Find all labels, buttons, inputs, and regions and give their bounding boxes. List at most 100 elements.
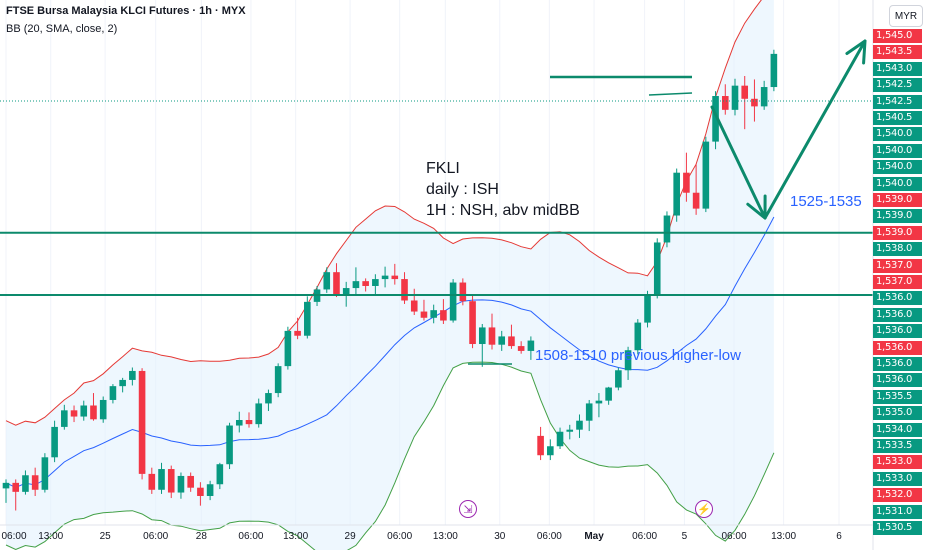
candle-body	[245, 420, 253, 425]
time-axis-label: 06:00	[1, 531, 27, 542]
candle-body	[751, 98, 758, 107]
price-axis-label: 1,536.0	[873, 324, 922, 339]
price-axis-label: 1,535.0	[873, 406, 922, 421]
price-axis-label: 1,537.0	[873, 258, 922, 273]
time-axis-label: 30	[494, 531, 506, 542]
bb-lower	[5, 361, 775, 550]
price-axis-label: 1,539.0	[873, 193, 922, 207]
price-axis-label: 1,533.5	[873, 439, 922, 453]
time-axis-label: 06:00	[238, 531, 264, 542]
candle-body	[304, 301, 311, 336]
candle-body	[653, 242, 661, 295]
candle-body	[624, 350, 632, 371]
candle-body	[197, 487, 204, 496]
indicator-legend[interactable]: BB (20, SMA, close, 2)	[6, 23, 118, 35]
candle-body	[615, 370, 622, 388]
lightning-icon[interactable]: ⚡	[695, 500, 713, 518]
price-axis-label: 1,538.0	[873, 242, 922, 257]
projection-up-arrow	[763, 39, 867, 220]
candle-body	[51, 426, 58, 458]
price-axis-label: 1,536.0	[873, 357, 922, 371]
candle-body	[148, 473, 156, 490]
time-axis-label: 06:00	[632, 531, 658, 542]
candle-body	[585, 403, 593, 421]
candle-body	[721, 96, 729, 110]
time-axis-label: 06:00	[143, 531, 169, 542]
symbol-title[interactable]: FTSE Bursa Malaysia KLCI Futures · 1h · …	[6, 5, 246, 17]
candle-body	[381, 275, 389, 280]
candle-body	[216, 464, 224, 485]
note-daily: daily : ISH	[426, 181, 499, 198]
price-axis-label: 1,536.0	[873, 340, 922, 355]
candle-body	[109, 386, 117, 400]
price-axis-label: 1,542.5	[873, 94, 922, 109]
higher-low-label: 1508-1510 previous higher-low	[535, 347, 741, 364]
candle-body	[90, 405, 97, 420]
bb-basis	[5, 216, 775, 488]
candle-body	[119, 379, 126, 387]
time-axis-label: 13:00	[771, 531, 797, 542]
candle-body	[80, 405, 88, 417]
candle-body	[712, 96, 719, 142]
time-axis-label: 28	[195, 531, 207, 542]
candle-body	[644, 294, 651, 323]
currency-button[interactable]: MYR	[889, 5, 923, 27]
price-axis-label: 1,536.0	[873, 307, 922, 322]
candle-body	[517, 346, 525, 351]
candle-body	[547, 446, 554, 456]
price-axis-label: 1,537.0	[873, 275, 922, 289]
candle-body	[420, 311, 428, 318]
price-axis-label: 1,539.0	[873, 209, 922, 224]
candle-body	[206, 484, 214, 496]
candle-body	[692, 192, 700, 209]
price-axis-label: 1,543.5	[873, 45, 922, 60]
candle-body	[576, 420, 583, 430]
projection-down-arrow	[710, 105, 767, 220]
bb-upper	[5, 0, 762, 426]
candle-body	[265, 393, 272, 404]
candle-body	[167, 469, 175, 493]
candle-body	[663, 215, 671, 243]
candle-body	[333, 272, 340, 295]
candle-body	[459, 282, 467, 302]
candle-body	[478, 327, 486, 345]
candle-body	[31, 475, 39, 490]
candle-body	[391, 275, 399, 280]
candle-body	[731, 85, 739, 110]
candle-body	[760, 87, 768, 107]
candle-body	[401, 279, 408, 301]
candle-body	[372, 279, 379, 286]
candle-body	[556, 431, 564, 447]
candle-body	[61, 410, 68, 427]
time-axis-label: 13:00	[38, 531, 64, 542]
candle-body	[770, 53, 778, 88]
candle-body	[702, 141, 710, 209]
price-axis-label: 1,542.5	[873, 78, 922, 93]
price-axis-label: 1,532.0	[873, 488, 922, 503]
candle-body	[22, 475, 29, 492]
target-range-label: 1525-1535	[790, 193, 862, 210]
candle-body	[138, 370, 146, 474]
candle-body	[488, 327, 496, 345]
candle-body	[129, 370, 136, 380]
price-axis-label: 1,536.0	[873, 373, 922, 388]
candle-body	[2, 482, 10, 489]
candle-body	[177, 475, 185, 493]
candle-body	[634, 322, 642, 351]
dividend-arrow-icon[interactable]: ⇲	[459, 500, 477, 518]
price-axis-label: 1,536.0	[873, 291, 922, 306]
price-axis-label: 1,533.0	[873, 455, 922, 470]
time-axis-label: 6	[836, 531, 842, 542]
candle-body	[274, 366, 282, 394]
candle-body	[323, 272, 331, 290]
candle-body	[284, 330, 292, 367]
price-axis-label: 1,540.0	[873, 176, 922, 191]
candle-body	[440, 310, 447, 321]
candle-body	[352, 281, 360, 289]
candle-body	[187, 475, 194, 488]
candle-body	[342, 288, 350, 295]
price-axis-label: 1,540.0	[873, 143, 922, 158]
price-axis-label: 1,545.0	[873, 29, 922, 43]
price-axis-label: 1,543.0	[873, 61, 922, 76]
